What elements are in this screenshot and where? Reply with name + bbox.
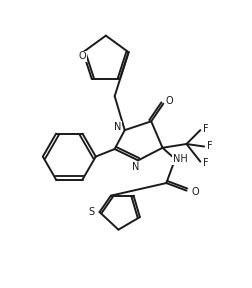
Text: O: O bbox=[79, 51, 86, 61]
Text: F: F bbox=[203, 158, 209, 168]
Text: N: N bbox=[132, 162, 140, 172]
Text: O: O bbox=[166, 96, 173, 106]
Text: F: F bbox=[203, 124, 209, 134]
Text: O: O bbox=[192, 187, 199, 197]
Text: N: N bbox=[114, 122, 122, 132]
Text: NH: NH bbox=[173, 154, 187, 164]
Text: S: S bbox=[88, 207, 94, 217]
Text: F: F bbox=[207, 141, 212, 151]
